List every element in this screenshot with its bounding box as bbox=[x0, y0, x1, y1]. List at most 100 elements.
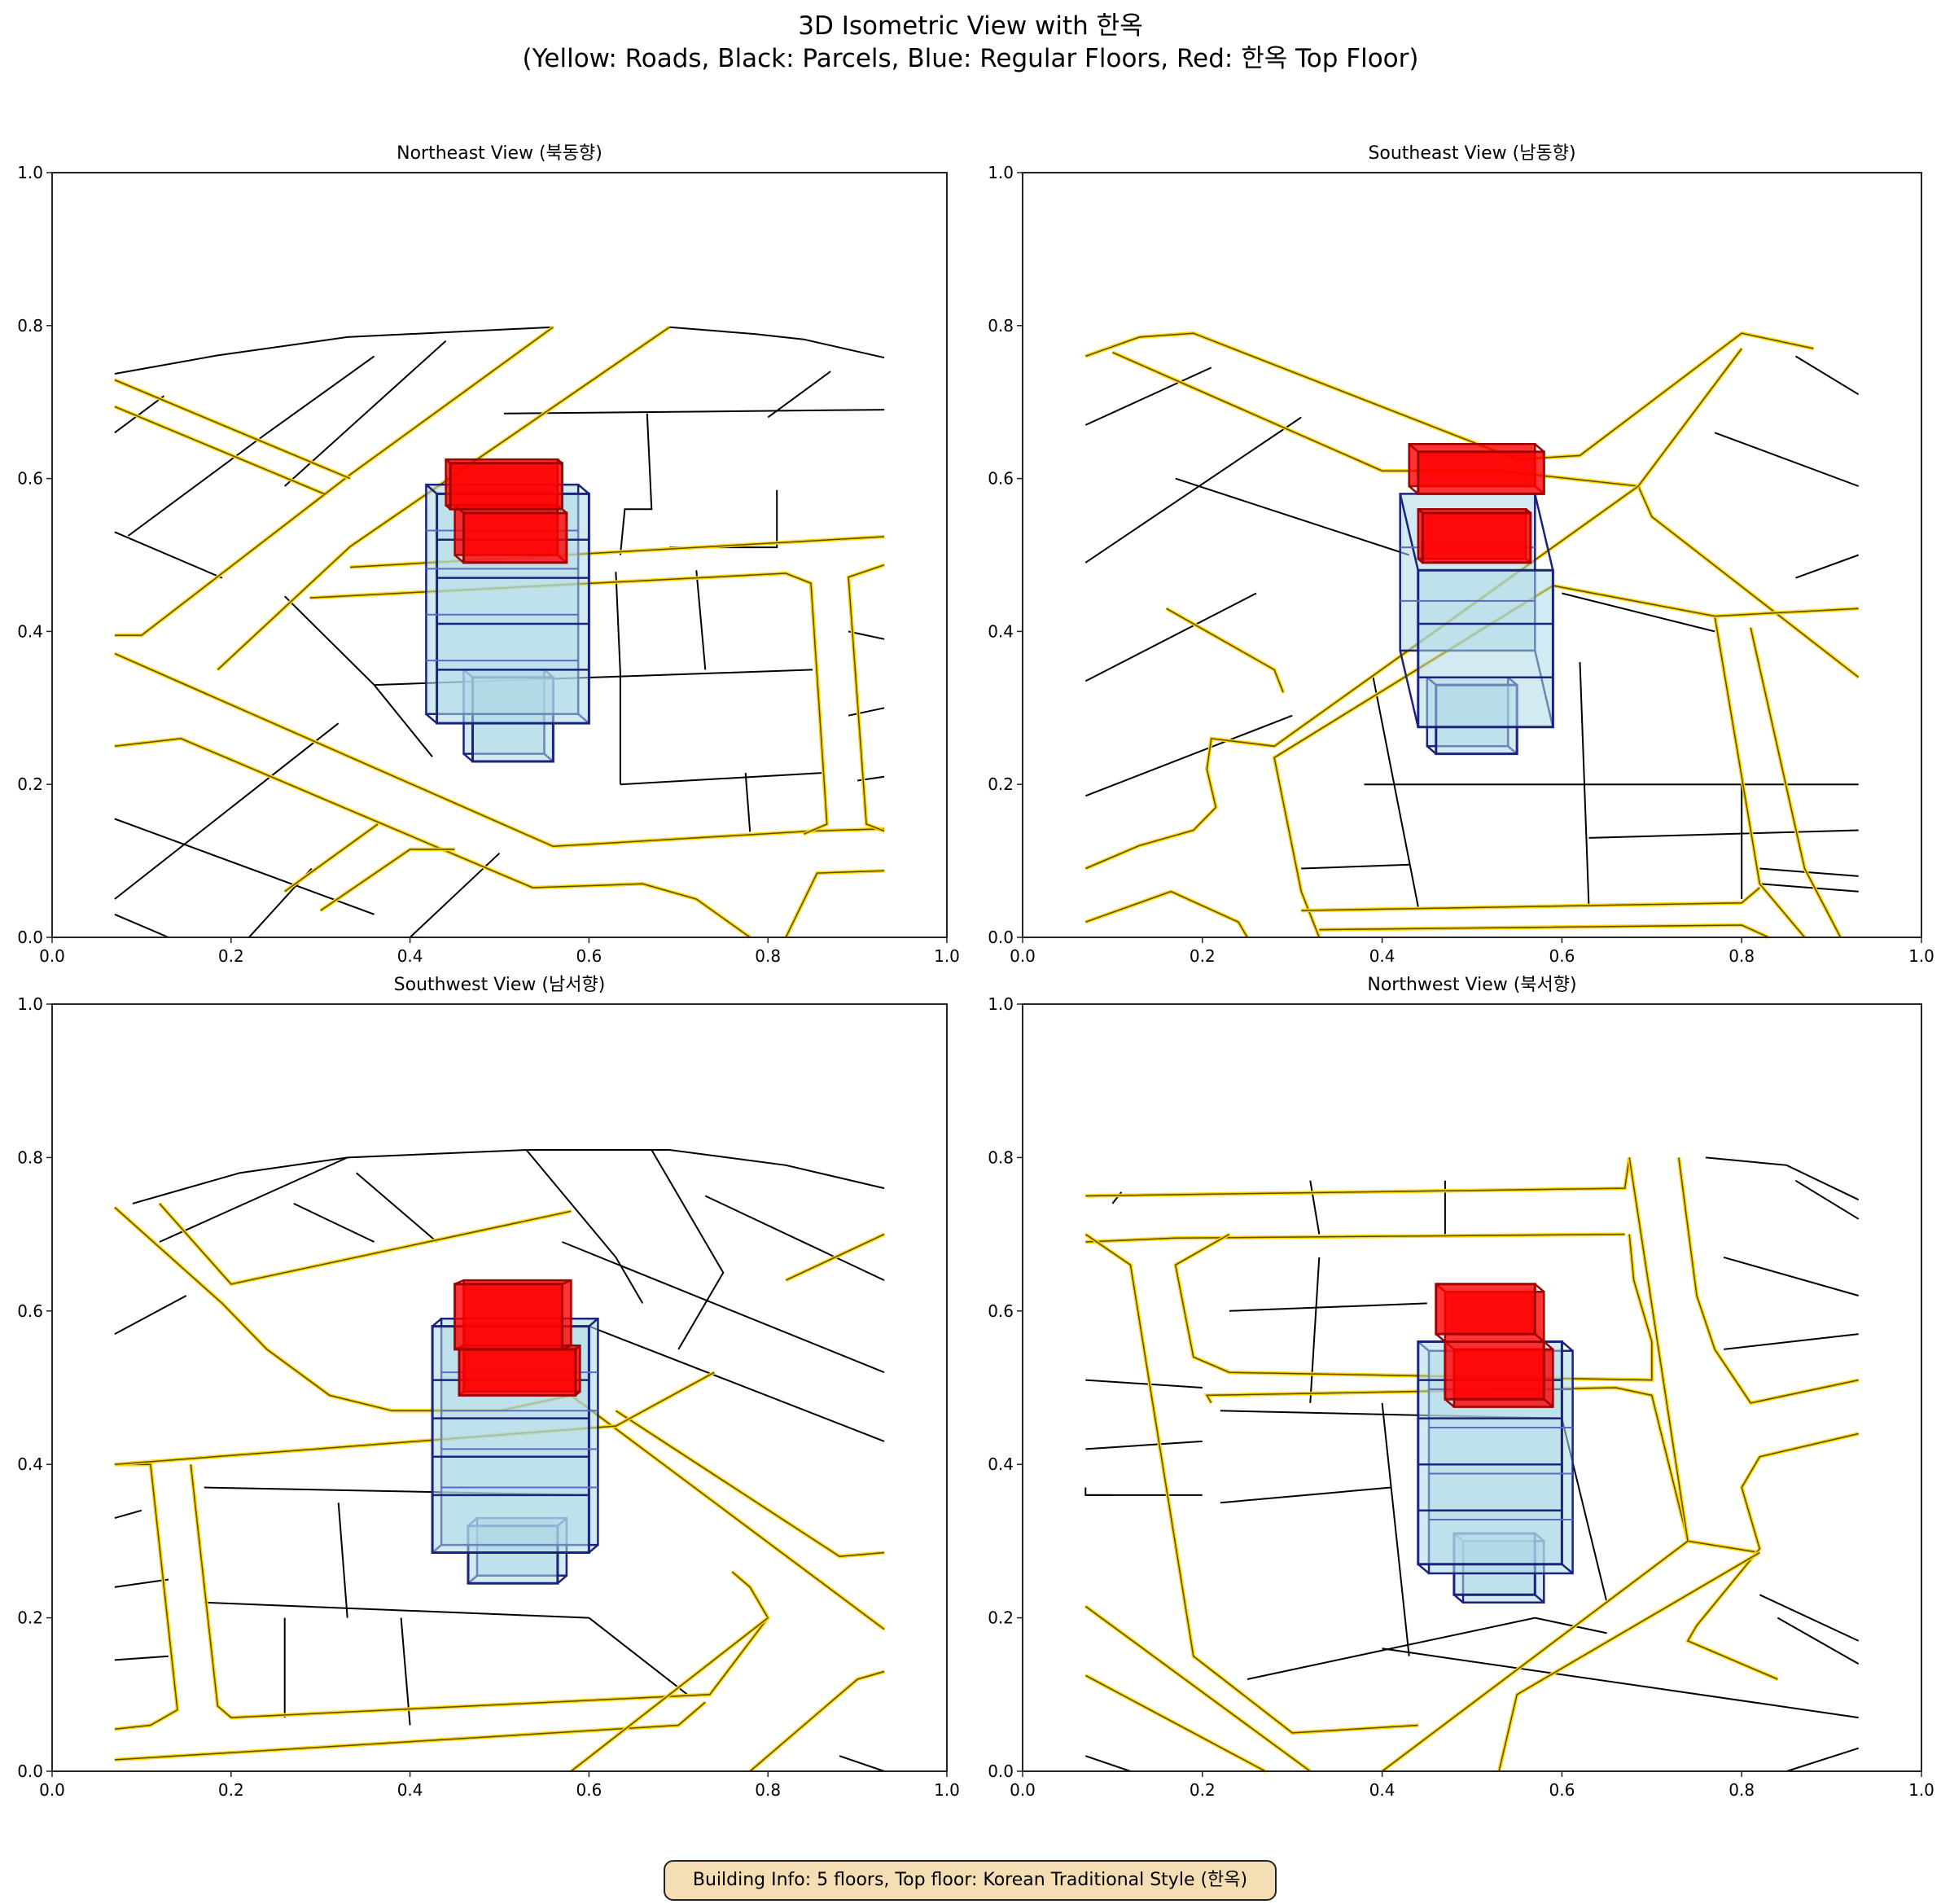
road-edge-line bbox=[1174, 1233, 1653, 1381]
parcel-line bbox=[127, 355, 375, 537]
parcel-line bbox=[1588, 829, 1859, 839]
road-line bbox=[1084, 889, 1249, 939]
parcel-line bbox=[525, 1149, 644, 1304]
parcel-line bbox=[839, 1755, 885, 1772]
road-edge-line bbox=[1678, 1157, 1859, 1404]
regular-floors-tower-edge bbox=[577, 484, 590, 495]
road-line bbox=[615, 1409, 885, 1559]
axes-frame bbox=[51, 1003, 948, 1772]
x-tick-label: 0.2 bbox=[1190, 1780, 1216, 1800]
regular-floors-tower-edge bbox=[432, 1318, 442, 1327]
parcel-line bbox=[562, 1241, 885, 1374]
y-tick-label: 0.0 bbox=[988, 1761, 1014, 1781]
y-tick-label: 0.4 bbox=[17, 1454, 43, 1474]
hanok-top-floor-edge bbox=[1444, 1398, 1455, 1408]
road-edge-line bbox=[615, 1410, 885, 1557]
parcel-line bbox=[669, 326, 885, 359]
y-tick-label: 0.8 bbox=[988, 316, 1014, 336]
parcel-line bbox=[114, 913, 169, 938]
road-edge-line bbox=[1382, 1540, 1689, 1772]
road-line bbox=[114, 1700, 707, 1762]
road-line bbox=[846, 563, 885, 833]
road-edge-line bbox=[1084, 1605, 1311, 1772]
regular-floors-tower-edge bbox=[425, 484, 438, 495]
parcel-line bbox=[589, 1325, 885, 1442]
parcel-line bbox=[651, 1149, 725, 1350]
parcel-line bbox=[503, 409, 885, 415]
parcel-line bbox=[1084, 1487, 1113, 1496]
hanok-top-floor-edge bbox=[1534, 1283, 1545, 1293]
road-edge-line bbox=[159, 1203, 572, 1285]
road-edge-line bbox=[1085, 1157, 1630, 1197]
parcel-line bbox=[1309, 1257, 1321, 1403]
road-edge-line bbox=[114, 1371, 715, 1465]
road-line bbox=[748, 1669, 885, 1773]
annex-block-edge bbox=[1453, 1594, 1464, 1603]
regular-floors-tower-edge bbox=[588, 1318, 599, 1327]
parcel-line bbox=[848, 707, 885, 717]
x-tick-label: 0.0 bbox=[1010, 946, 1036, 966]
figure-title-line2: (Yellow: Roads, Black: Parcels, Blue: Re… bbox=[522, 44, 1419, 73]
hanok-top-floor-front-face bbox=[1417, 450, 1545, 495]
hanok-top-floor-front-face bbox=[458, 1348, 577, 1397]
parcel-line bbox=[1759, 1594, 1860, 1642]
northeast-view-panel: Northeast View (북동향) 0.0 0.2 0.4 0.6 0.8 1.0 0… bbox=[17, 143, 960, 966]
parcel-line bbox=[1381, 1402, 1410, 1656]
y-tick-label: 1.0 bbox=[17, 994, 43, 1014]
parcel-line bbox=[1301, 863, 1409, 870]
hanok-top-floor-front-face bbox=[453, 1283, 563, 1351]
map-plot: 0.0 0.2 0.4 0.6 0.8 1.0 0.0 0.2 0.4 0.6 0.8 1.0 bbox=[17, 163, 960, 966]
road-line bbox=[1084, 485, 1640, 871]
x-tick-label: 0.4 bbox=[397, 946, 423, 966]
figure-title-line1: 3D Isometric View with 한옥 bbox=[798, 11, 1143, 41]
road-edge-line bbox=[114, 327, 554, 636]
annex-block-edge bbox=[462, 752, 474, 762]
x-tick-label: 0.6 bbox=[1549, 946, 1575, 966]
parcel-line bbox=[356, 1172, 438, 1243]
regular-floors-tower-edge bbox=[1561, 1340, 1574, 1352]
road-edge-line bbox=[284, 823, 379, 893]
road-line bbox=[1084, 1232, 1418, 1735]
y-tick-label: 0.8 bbox=[988, 1147, 1014, 1167]
x-tick-label: 0.2 bbox=[218, 946, 244, 966]
road-line bbox=[1085, 1157, 1632, 1198]
regular-floors-tower-edge bbox=[1561, 1563, 1574, 1574]
road-edge-line bbox=[1686, 1432, 1859, 1680]
panel-title: Southwest View (남서향) bbox=[393, 975, 606, 995]
hanok-top-floor bbox=[1417, 507, 1532, 564]
hanok-top-floor-front-face bbox=[449, 462, 563, 511]
y-tick-label: 0.2 bbox=[17, 1608, 43, 1628]
road-edge-line bbox=[1206, 1387, 1760, 1554]
parcel-line bbox=[848, 630, 885, 640]
parcel-line bbox=[114, 1295, 187, 1335]
road-edge-line bbox=[1714, 616, 1806, 938]
road-line bbox=[1165, 607, 1286, 694]
hanok-top-floor-edge bbox=[1543, 1398, 1554, 1408]
parcel-line bbox=[1085, 1379, 1203, 1389]
hanok-top-floor bbox=[445, 458, 563, 511]
parcel-line bbox=[1714, 432, 1860, 487]
y-tick-label: 0.2 bbox=[17, 774, 43, 794]
parcel-line bbox=[619, 413, 653, 555]
road-edge-line bbox=[1085, 890, 1248, 938]
hanok-top-floor-front-face bbox=[1421, 511, 1532, 564]
parcel-line bbox=[1794, 1179, 1860, 1220]
parcel-line bbox=[1382, 1647, 1859, 1719]
road-edge-line bbox=[114, 406, 325, 495]
road-edge-line bbox=[1085, 1233, 1625, 1243]
parcel-line bbox=[1723, 1333, 1859, 1350]
road-edge-line bbox=[1084, 1674, 1266, 1772]
regular-floors-tower-front-face bbox=[1417, 568, 1554, 729]
axes-frame bbox=[1022, 1003, 1922, 1772]
hanok-top-floor bbox=[453, 1279, 572, 1351]
road-line bbox=[114, 1462, 180, 1731]
regular-floors-tower-edge bbox=[588, 1544, 599, 1554]
road-edge-line bbox=[570, 1394, 885, 1630]
axes-frame bbox=[51, 172, 948, 938]
parcel-line bbox=[132, 1149, 885, 1204]
y-tick-label: 0.4 bbox=[988, 621, 1014, 641]
road-edge-line bbox=[570, 1617, 769, 1772]
x-tick-label: 0.4 bbox=[1369, 946, 1396, 966]
parcel-line bbox=[1084, 1755, 1131, 1772]
y-tick-label: 0.8 bbox=[17, 1147, 43, 1167]
